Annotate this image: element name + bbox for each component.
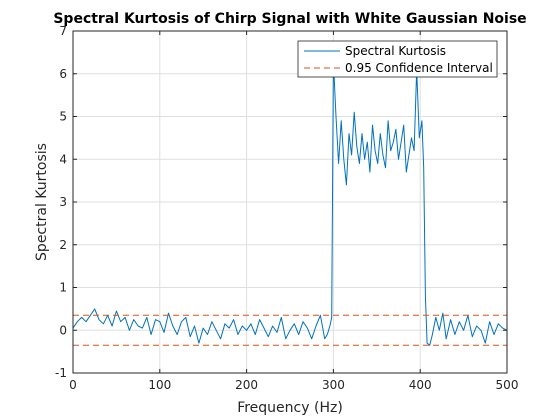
y-tick-label: -1 <box>55 366 67 380</box>
x-tick-label: 300 <box>322 378 345 392</box>
y-axis-label: Spectral Kurtosis <box>34 143 50 261</box>
legend-label-spectral-kurtosis: Spectral Kurtosis <box>345 44 446 58</box>
series-layer <box>72 60 508 346</box>
y-tick-label: 3 <box>59 195 67 209</box>
y-tick-label: 4 <box>59 152 67 166</box>
x-tick-label: 400 <box>409 378 432 392</box>
y-tick-label: 7 <box>59 24 67 38</box>
x-tick-label: 500 <box>496 378 519 392</box>
x-tick-label: 200 <box>235 378 258 392</box>
chart-title: Spectral Kurtosis of Chirp Signal with W… <box>53 11 526 27</box>
y-tick-label: 6 <box>59 67 67 81</box>
y-tick-label: 1 <box>59 281 67 295</box>
y-tick-label: 0 <box>59 323 67 337</box>
y-tick-label: 5 <box>59 110 67 124</box>
x-axis-label: Frequency (Hz) <box>237 400 343 416</box>
x-tick-label: 0 <box>69 378 77 392</box>
legend-box <box>297 40 498 78</box>
legend-label-confidence-interval: 0.95 Confidence Interval <box>345 61 493 75</box>
x-tick-label: 100 <box>148 378 171 392</box>
legend: Spectral Kurtosis 0.95 Confidence Interv… <box>297 40 498 78</box>
y-tick-label: 2 <box>59 238 67 252</box>
series-line-spectral-kurtosis <box>72 60 508 346</box>
